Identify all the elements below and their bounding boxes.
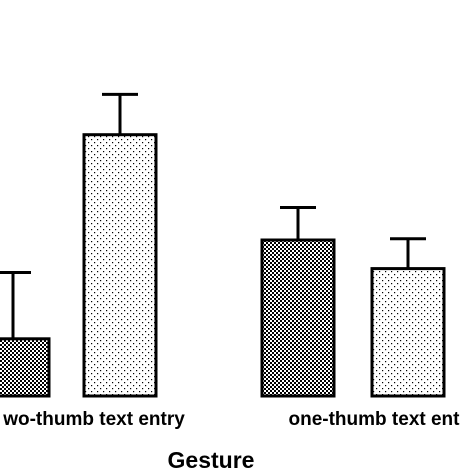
error-bar-dots-0 [102, 92, 138, 135]
bar-checker-0 [0, 337, 51, 398]
bar-dots-1 [370, 267, 446, 398]
x-axis-title: Gesture [168, 447, 255, 473]
error-bar-checker-1 [280, 206, 316, 240]
error-bar-dots-1 [390, 237, 426, 269]
bar-checker-1 [260, 238, 336, 398]
x-tick-label-one-thumb: one-thumb text ent [289, 409, 461, 430]
bar-dots-0 [82, 133, 158, 398]
error-bar-checker-0 [0, 271, 31, 339]
x-tick-label-two-thumb: wo-thumb text entry [2, 409, 185, 430]
